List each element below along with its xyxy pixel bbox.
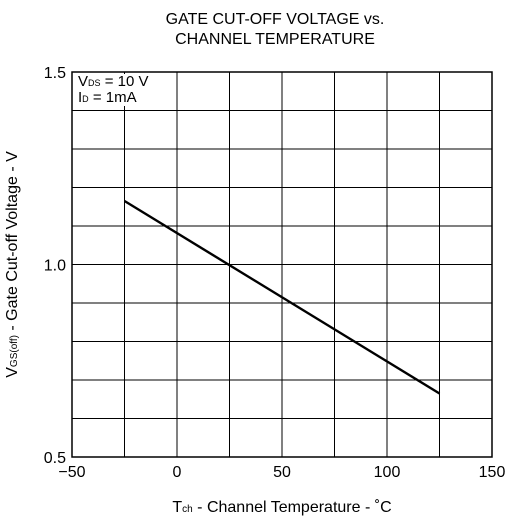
x-tick-label: 150 (479, 464, 506, 481)
chart-title-line: GATE CUT-OFF VOLTAGE vs. (166, 11, 385, 28)
y-axis-label: VGS(off) - Gate Cut-off Voltage - V (4, 151, 21, 378)
y-tick-label: 1.0 (44, 258, 66, 275)
y-tick-label: 1.5 (44, 65, 66, 82)
condition-text: VDS = 10 V (78, 73, 148, 90)
series-lines (123, 199, 441, 395)
x-axis-title: Tch - Channel Temperature - ˚C (172, 499, 391, 516)
chart-title-line: CHANNEL TEMPERATURE (175, 31, 375, 48)
x-axis-label: Tch - Channel Temperature - ˚C (172, 499, 391, 516)
chart-title: GATE CUT-OFF VOLTAGE vs. CHANNEL TEMPERAT… (166, 11, 385, 48)
condition-text: ID = 1mA (78, 89, 137, 106)
x-tick-label: 0 (173, 464, 182, 481)
x-tick-label: 100 (374, 464, 401, 481)
x-axis-tick-labels: −50 0 50 100 150 (58, 464, 505, 481)
x-tick-label: −50 (58, 464, 85, 481)
test-conditions: VDS = 10 VID = 1mA (74, 73, 174, 106)
x-tick-label: 50 (273, 464, 291, 481)
y-axis-title: VGS(off) - Gate Cut-off Voltage - V (4, 151, 21, 378)
series-line-0 (123, 199, 441, 395)
grid-lines (72, 72, 492, 457)
y-tick-label: 0.5 (44, 450, 66, 467)
y-axis-tick-labels: 0.5 1.0 1.5 (44, 65, 66, 467)
plot-frame (71, 71, 493, 458)
conditions-background (74, 74, 174, 106)
